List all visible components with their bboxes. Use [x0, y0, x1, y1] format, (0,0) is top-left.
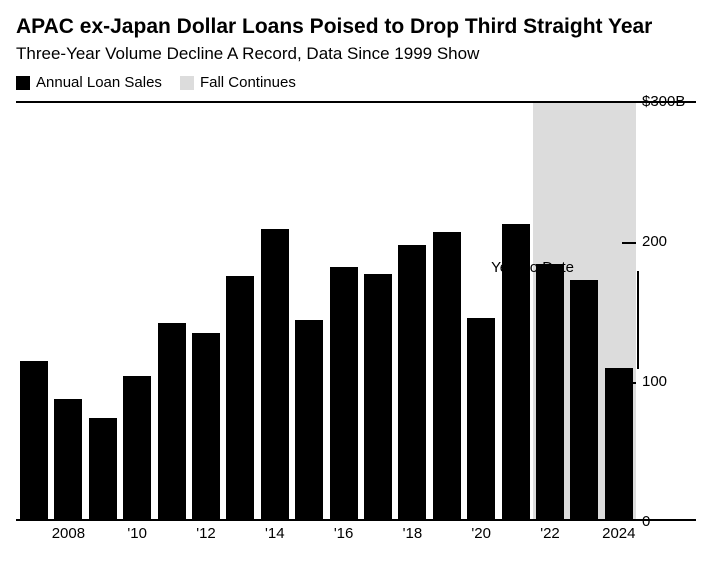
legend-label-series2: Fall Continues — [200, 74, 296, 91]
chart-container: APAC ex-Japan Dollar Loans Poised to Dro… — [0, 0, 712, 570]
chart-subtitle: Three-Year Volume Decline A Record, Data… — [16, 44, 696, 64]
ytick-label: 0 — [642, 513, 696, 530]
ytick-label: $300B — [642, 93, 696, 110]
ytick-label: 200 — [642, 233, 696, 250]
bar-2014 — [261, 229, 289, 519]
bar-2018 — [398, 245, 426, 519]
plot-region: Year to Date — [16, 103, 636, 519]
bar-2007 — [20, 361, 48, 519]
bar-2016 — [330, 267, 358, 519]
bar-2024 — [605, 368, 633, 519]
chart-title: APAC ex-Japan Dollar Loans Poised to Dro… — [16, 14, 696, 40]
bar-2008 — [54, 399, 82, 519]
xtick-label: 2024 — [602, 525, 635, 542]
legend: Annual Loan Sales Fall Continues — [16, 74, 696, 91]
annotation-year-to-date: Year to Date — [491, 259, 574, 276]
xtick-label: '18 — [403, 525, 423, 542]
chart-plot-area: Year to Date 0100200$300B — [16, 101, 696, 521]
xtick-label: '16 — [334, 525, 354, 542]
legend-swatch-series2 — [180, 76, 194, 90]
legend-item-series2: Fall Continues — [180, 74, 296, 91]
bar-2019 — [433, 232, 461, 519]
xtick-label: '10 — [127, 525, 147, 542]
bar-2011 — [158, 323, 186, 519]
bar-2010 — [123, 376, 151, 519]
xtick-label: 2008 — [52, 525, 85, 542]
xtick-label: '12 — [196, 525, 216, 542]
bar-2013 — [226, 276, 254, 520]
bar-2020 — [467, 318, 495, 520]
bar-2012 — [192, 333, 220, 519]
x-axis: 2008 '10 '12 '14 '16 '18 '20 '22 2024 — [16, 521, 636, 547]
legend-swatch-series1 — [16, 76, 30, 90]
ytick-mark — [622, 242, 636, 244]
bar-2015 — [295, 320, 323, 519]
bar-2009 — [89, 418, 117, 519]
xtick-label: '14 — [265, 525, 285, 542]
bar-2022 — [536, 264, 564, 519]
ytick-label: 100 — [642, 373, 696, 390]
y-axis: 0100200$300B — [636, 102, 696, 518]
xtick-label: '20 — [471, 525, 491, 542]
legend-label-series1: Annual Loan Sales — [36, 74, 162, 91]
bar-2017 — [364, 274, 392, 519]
ytick-mark — [622, 382, 636, 384]
xtick-label: '22 — [540, 525, 560, 542]
legend-item-series1: Annual Loan Sales — [16, 74, 162, 91]
bar-2023 — [570, 280, 598, 519]
